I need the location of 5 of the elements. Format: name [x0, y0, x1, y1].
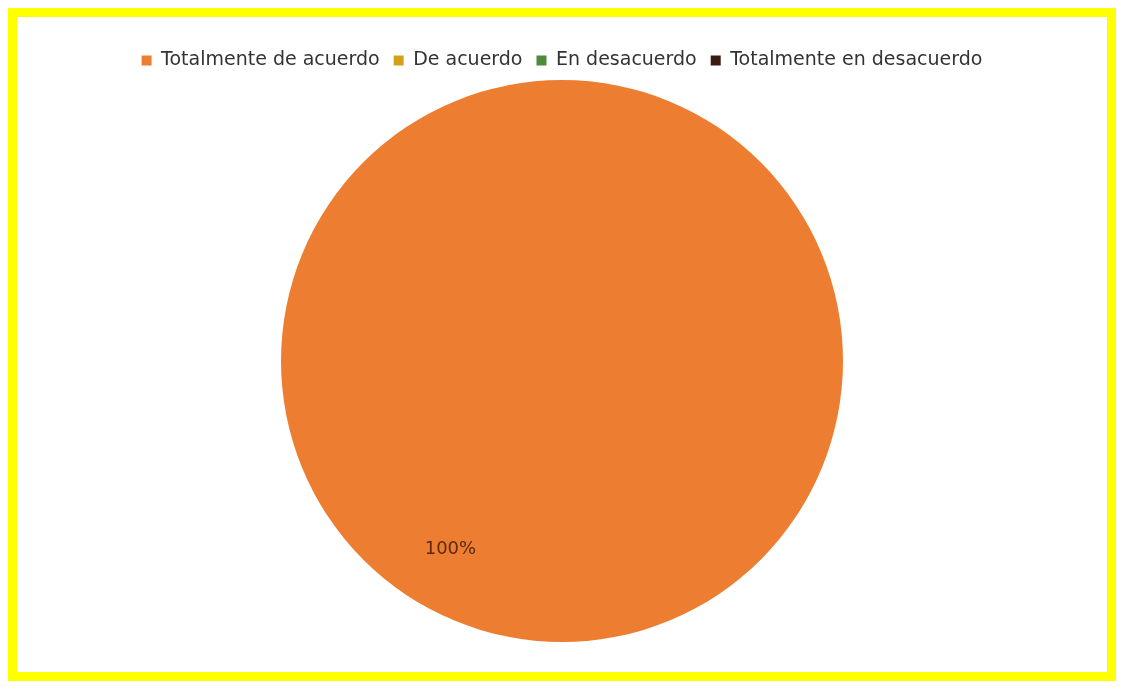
legend-label: En desacuerdo — [556, 47, 697, 70]
legend-label: Totalmente de acuerdo — [160, 47, 380, 70]
data-label: 100% — [424, 537, 477, 559]
legend-label: Totalmente en desacuerdo — [729, 47, 983, 70]
legend-label: De acuerdo — [413, 47, 523, 70]
